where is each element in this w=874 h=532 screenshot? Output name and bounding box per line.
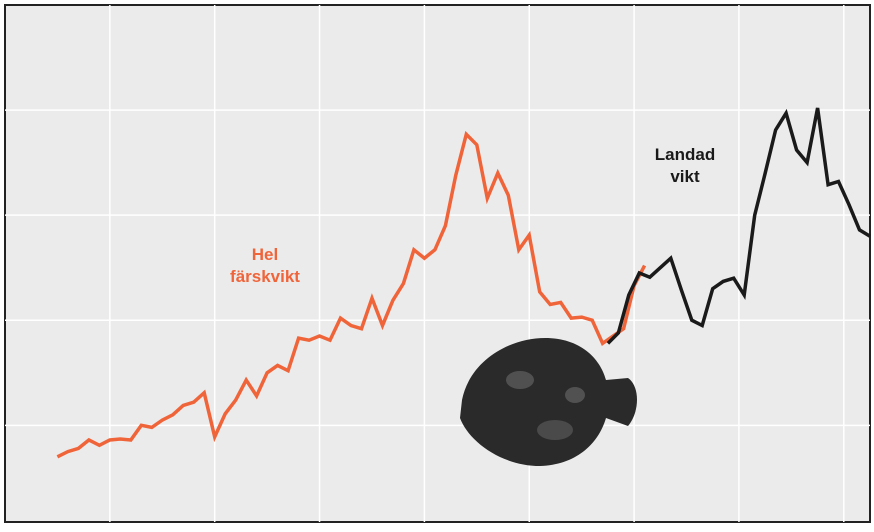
series-label: Hel färskvikt bbox=[230, 245, 300, 286]
line-series bbox=[56, 130, 647, 459]
lines bbox=[56, 107, 871, 459]
series-label: Landad vikt bbox=[654, 145, 716, 186]
plot-area bbox=[4, 4, 871, 523]
line-series bbox=[606, 107, 871, 345]
grid bbox=[5, 5, 870, 522]
fish-illustration bbox=[460, 338, 637, 466]
